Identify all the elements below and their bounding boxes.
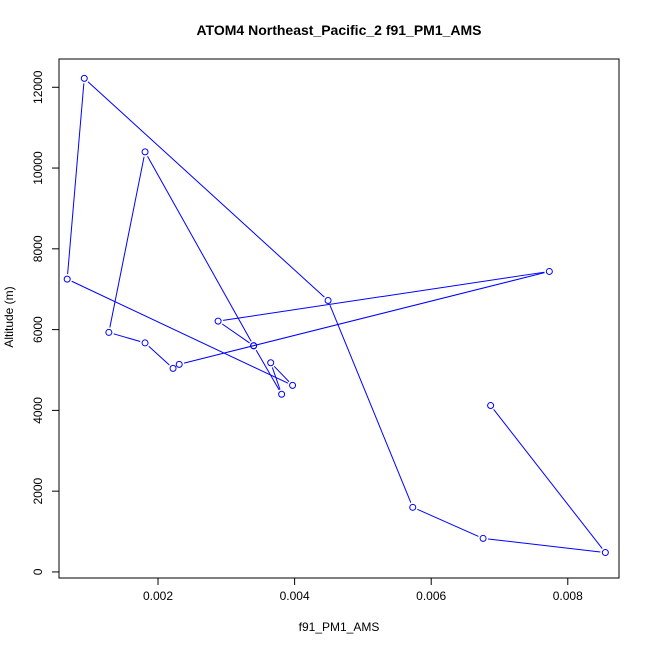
data-point	[175, 360, 183, 368]
series-segment	[417, 508, 479, 537]
y-tick-label: 12000	[31, 70, 45, 104]
y-tick-label: 8000	[31, 235, 45, 262]
series-segment	[488, 538, 601, 553]
series-segment	[109, 156, 145, 328]
data-point	[479, 534, 487, 542]
data-point	[141, 148, 149, 156]
series-segment	[271, 367, 281, 390]
series-segment	[222, 271, 545, 321]
series-segment	[273, 365, 290, 383]
series-segment	[255, 349, 280, 391]
data-point	[487, 402, 495, 410]
data-point	[105, 328, 113, 336]
x-tick-label: 0.002	[143, 589, 173, 603]
series-segment	[67, 83, 85, 275]
series-segment	[87, 81, 325, 298]
y-tick-label: 0	[31, 568, 45, 575]
data-point	[289, 381, 297, 389]
data-point	[278, 390, 286, 398]
x-axis-label: f91_PM1_AMS	[299, 620, 380, 634]
data-point	[63, 275, 71, 283]
plot-frame	[58, 58, 620, 579]
series-segment	[329, 304, 412, 503]
y-tick-label: 2000	[31, 477, 45, 504]
x-tick-label: 0.008	[553, 589, 583, 603]
data-point	[214, 317, 222, 325]
series-layer	[63, 74, 609, 557]
y-axis: 0 2000 4000 6000 8000 10000 12000	[31, 70, 60, 575]
y-axis-label: Altitude (m)	[2, 286, 16, 347]
y-tick-label: 6000	[31, 316, 45, 343]
data-point	[601, 549, 609, 557]
data-point	[250, 342, 258, 350]
series-segment	[147, 156, 252, 342]
y-tick-label: 4000	[31, 397, 45, 424]
x-tick-label: 0.004	[280, 589, 310, 603]
series-segment	[113, 333, 141, 343]
series-segment	[71, 280, 289, 384]
series-segment	[183, 272, 545, 364]
series-segment	[221, 323, 250, 344]
data-point	[80, 74, 88, 82]
series-segment	[493, 409, 603, 549]
series-segment	[148, 345, 170, 366]
data-point	[169, 364, 177, 372]
data-point	[409, 503, 417, 511]
data-point	[324, 297, 332, 305]
x-tick-label: 0.006	[416, 589, 446, 603]
data-point	[545, 267, 553, 275]
data-point	[267, 359, 275, 367]
data-point	[141, 339, 149, 347]
x-axis: 0.002 0.004 0.006 0.008	[143, 577, 583, 603]
chart-title: ATOM4 Northeast_Pacific_2 f91_PM1_AMS	[196, 22, 481, 38]
y-tick-label: 10000	[31, 151, 45, 185]
